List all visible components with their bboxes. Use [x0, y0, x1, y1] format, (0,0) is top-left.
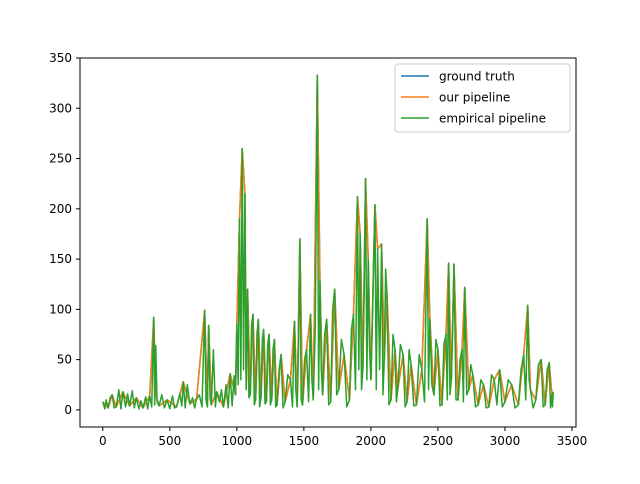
- x-tick-label: 2000: [356, 434, 387, 448]
- y-tick-label: 150: [49, 252, 72, 266]
- series-layer: [102, 74, 554, 410]
- plot-frame: [79, 57, 577, 428]
- legend-label: our pipeline: [439, 91, 510, 105]
- x-tick-label: 3500: [557, 434, 588, 448]
- y-tick-label: 350: [49, 51, 72, 65]
- x-tick-label: 1500: [289, 434, 320, 448]
- x-tick-label: 2500: [423, 434, 454, 448]
- y-tick-label: 0: [64, 403, 72, 417]
- x-tick-label: 3000: [490, 434, 521, 448]
- y-tick-label: 250: [49, 152, 72, 166]
- legend: ground truth our pipeline empirical pipeli…: [394, 63, 571, 133]
- x-tick-label: 0: [99, 434, 107, 448]
- legend-label: ground truth: [439, 70, 515, 84]
- y-tick-label: 300: [49, 101, 72, 115]
- legend-box: [394, 63, 571, 133]
- legend-label: empirical pipeline: [439, 112, 546, 126]
- x-tick-label: 1000: [222, 434, 253, 448]
- y-tick-label: 200: [49, 202, 72, 216]
- series-line-empirical-pipeline: [102, 74, 554, 410]
- y-tick-label: 100: [49, 302, 72, 316]
- y-tick-label: 50: [57, 353, 72, 367]
- axes-layer: 0 500 1000 1500 2000 2500 3000 3500 0 50 100 150 200…: [49, 51, 587, 448]
- x-tick-label: 500: [158, 434, 181, 448]
- series-lines: [102, 74, 554, 410]
